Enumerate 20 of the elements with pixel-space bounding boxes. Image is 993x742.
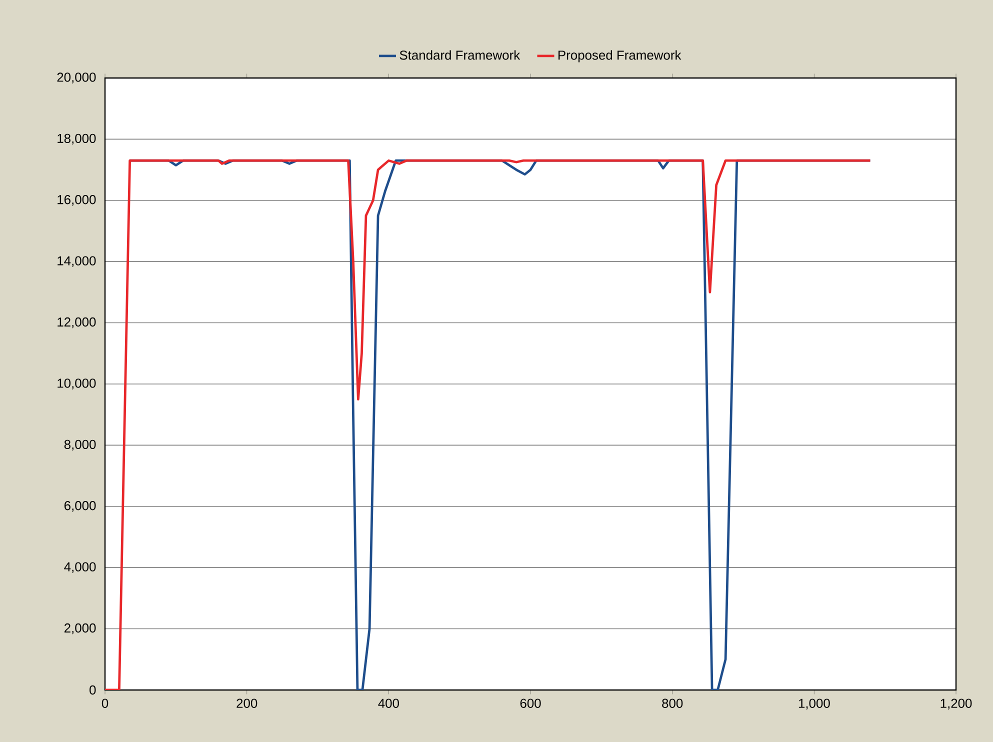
y-tick-label: 20,000 [57,72,96,84]
y-tick-label: 16,000 [58,195,96,206]
x-tick-label: 0 [102,698,108,708]
y-tick-label: 6,000 [64,501,96,512]
y-tick-label: 8,000 [64,440,96,451]
y-tick-label: 14,000 [58,256,96,267]
y-tick-label: 10,000 [58,378,96,390]
x-tick-label: 200 [236,698,258,708]
x-tick-label: 600 [520,698,541,708]
legend-label: Standard Framework [400,50,520,60]
y-tick-label: 0 [90,685,96,695]
x-tick-label: 400 [378,698,399,708]
x-tick-label: 800 [662,698,683,708]
x-tick-label: 1,000 [798,698,830,710]
y-tick-label: 2,000 [64,623,96,634]
y-tick-label: 18,000 [58,134,96,145]
legend-label: Proposed Framework [558,50,682,62]
y-tick-label: 12,000 [58,317,96,328]
x-tick-label: 1,200 [940,698,972,710]
y-tick-label: 4,000 [64,562,96,573]
